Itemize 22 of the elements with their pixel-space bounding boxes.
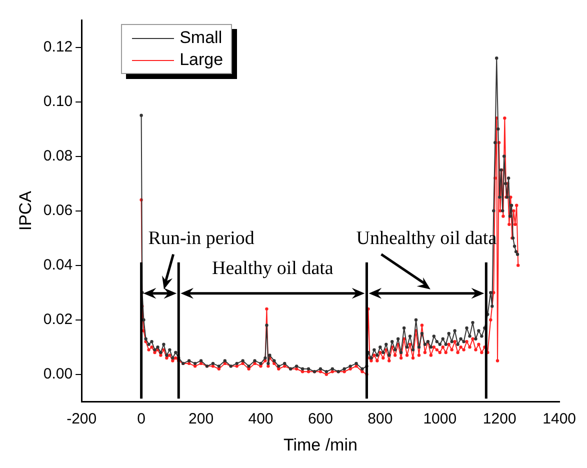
- x-tick-label: 1400: [542, 410, 576, 428]
- x-tick-label: 0: [137, 410, 146, 428]
- x-axis-title: Time /min: [283, 435, 358, 454]
- x-tick-label: 800: [368, 410, 393, 428]
- y-axis-title: IPCA: [16, 190, 35, 231]
- y-tick-label: 0.00: [43, 365, 73, 382]
- annotation: Run-in period: [148, 228, 255, 249]
- y-tick-label: 0.10: [43, 92, 73, 110]
- x-tick-label: 400: [248, 410, 274, 428]
- y-tick-label: 0.08: [43, 147, 73, 164]
- legend-label: Small: [180, 27, 222, 49]
- x-tick-label: 1000: [423, 410, 457, 428]
- x-tick-label: 600: [308, 410, 333, 428]
- x-tick-label: -200: [66, 410, 97, 428]
- annotation: Healthy oil data: [212, 258, 334, 279]
- y-tick-label: 0.04: [43, 256, 73, 274]
- y-tick-label: 0.06: [43, 202, 73, 219]
- legend-label: Large: [180, 49, 224, 71]
- y-tick-label: 0.02: [43, 310, 73, 328]
- y-tick-label: 0.12: [43, 38, 73, 56]
- x-tick-label: 1200: [482, 410, 516, 428]
- x-tick-label: 200: [188, 410, 214, 428]
